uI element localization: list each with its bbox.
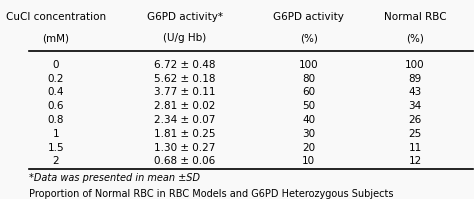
Text: 34: 34 [409,101,421,111]
Text: 10: 10 [302,156,315,167]
Text: 1: 1 [53,129,59,139]
Text: 11: 11 [409,143,421,153]
Text: (U/g Hb): (U/g Hb) [163,33,206,43]
Text: *Data was presented in mean ±SD: *Data was presented in mean ±SD [29,173,201,183]
Text: 0: 0 [53,60,59,70]
Text: 0.8: 0.8 [48,115,64,125]
Text: G6PD activity*: G6PD activity* [146,12,222,22]
Text: 12: 12 [409,156,421,167]
Text: 0.6: 0.6 [48,101,64,111]
Text: 5.62 ± 0.18: 5.62 ± 0.18 [154,74,215,84]
Text: 1.30 ± 0.27: 1.30 ± 0.27 [154,143,215,153]
Text: 6.72 ± 0.48: 6.72 ± 0.48 [154,60,215,70]
Text: CuCl concentration: CuCl concentration [6,12,106,22]
Text: (%): (%) [406,33,424,43]
Text: 30: 30 [302,129,315,139]
Text: 3.77 ± 0.11: 3.77 ± 0.11 [154,87,215,98]
Text: (%): (%) [300,33,318,43]
Text: 0.2: 0.2 [48,74,64,84]
Text: 1.5: 1.5 [48,143,64,153]
Text: 80: 80 [302,74,315,84]
Text: 1.81 ± 0.25: 1.81 ± 0.25 [154,129,215,139]
Text: 100: 100 [405,60,425,70]
Text: 2: 2 [53,156,59,167]
Text: Normal RBC: Normal RBC [383,12,447,22]
Text: 89: 89 [409,74,421,84]
Text: (mM): (mM) [43,33,70,43]
Text: 43: 43 [409,87,421,98]
Text: Proportion of Normal RBC in RBC Models and G6PD Heterozygous Subjects: Proportion of Normal RBC in RBC Models a… [29,189,394,199]
Text: 25: 25 [409,129,421,139]
Text: 2.34 ± 0.07: 2.34 ± 0.07 [154,115,215,125]
Text: 2.81 ± 0.02: 2.81 ± 0.02 [154,101,215,111]
Text: 40: 40 [302,115,315,125]
Text: 0.68 ± 0.06: 0.68 ± 0.06 [154,156,215,167]
Text: 26: 26 [409,115,421,125]
Text: G6PD activity: G6PD activity [273,12,344,22]
Text: 0.4: 0.4 [48,87,64,98]
Text: 20: 20 [302,143,315,153]
Text: 60: 60 [302,87,315,98]
Text: 100: 100 [299,60,319,70]
Text: 50: 50 [302,101,315,111]
